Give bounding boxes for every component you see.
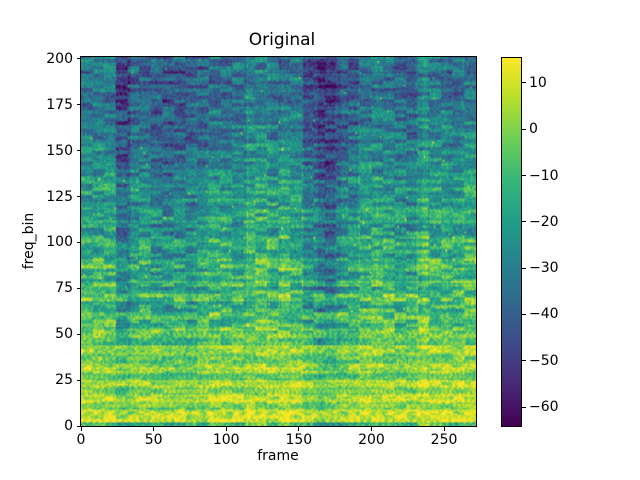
x-tick-mark bbox=[298, 427, 300, 431]
x-axis-label: frame bbox=[257, 448, 299, 464]
y-tick-mark bbox=[76, 379, 80, 381]
y-tick-label: 175 bbox=[46, 96, 73, 113]
colorbar-tick-mark bbox=[522, 267, 526, 269]
colorbar-tick-mark bbox=[522, 221, 526, 223]
colorbar-tick-label: −10 bbox=[529, 167, 559, 184]
x-tick-mark bbox=[80, 427, 82, 431]
y-tick-mark bbox=[76, 287, 80, 289]
x-tick-mark bbox=[443, 427, 445, 431]
x-tick-label: 0 bbox=[76, 432, 86, 448]
x-tick-label: 50 bbox=[144, 432, 163, 448]
y-tick-mark bbox=[76, 241, 80, 243]
y-tick-label: 0 bbox=[64, 418, 73, 434]
y-tick-label: 150 bbox=[46, 142, 73, 159]
y-tick-mark bbox=[76, 333, 80, 335]
colorbar-gradient bbox=[502, 58, 521, 426]
colorbar-tick-label: 10 bbox=[529, 74, 547, 91]
y-tick-mark bbox=[76, 58, 80, 60]
colorbar-tick-mark bbox=[522, 82, 526, 84]
y-tick-label: 50 bbox=[55, 326, 73, 343]
colorbar-tick-mark bbox=[522, 360, 526, 362]
colorbar-tick-mark bbox=[522, 175, 526, 177]
x-tick-label: 200 bbox=[358, 432, 385, 448]
colorbar-tick-mark bbox=[522, 128, 526, 130]
y-tick-mark bbox=[76, 150, 80, 152]
y-tick-label: 100 bbox=[46, 234, 73, 251]
colorbar-tick-label: −60 bbox=[529, 399, 559, 416]
colorbar-tick-label: −40 bbox=[529, 306, 559, 323]
colorbar-tick-label: −30 bbox=[529, 260, 559, 277]
y-tick-label: 75 bbox=[55, 280, 73, 297]
y-tick-label: 125 bbox=[46, 188, 73, 205]
x-tick-mark bbox=[225, 427, 227, 431]
colorbar-tick-label: −50 bbox=[529, 352, 559, 369]
colorbar-tick-label: −20 bbox=[529, 213, 559, 230]
x-tick-label: 100 bbox=[212, 432, 240, 448]
colorbar-tick-mark bbox=[522, 313, 526, 315]
y-tick-mark bbox=[76, 104, 80, 106]
y-tick-label: 25 bbox=[55, 372, 73, 389]
colorbar bbox=[501, 57, 522, 427]
x-tick-label: 150 bbox=[285, 432, 313, 448]
x-tick-mark bbox=[153, 427, 155, 431]
x-tick-label: 250 bbox=[430, 432, 458, 448]
spectrogram-heatmap bbox=[81, 57, 476, 426]
x-tick-mark bbox=[370, 427, 372, 431]
y-tick-label: 200 bbox=[46, 50, 73, 67]
y-tick-mark bbox=[76, 425, 80, 427]
plot-title: Original bbox=[248, 30, 316, 50]
y-tick-mark bbox=[76, 196, 80, 198]
colorbar-tick-mark bbox=[522, 406, 526, 408]
colorbar-tick-label: 0 bbox=[529, 121, 538, 138]
